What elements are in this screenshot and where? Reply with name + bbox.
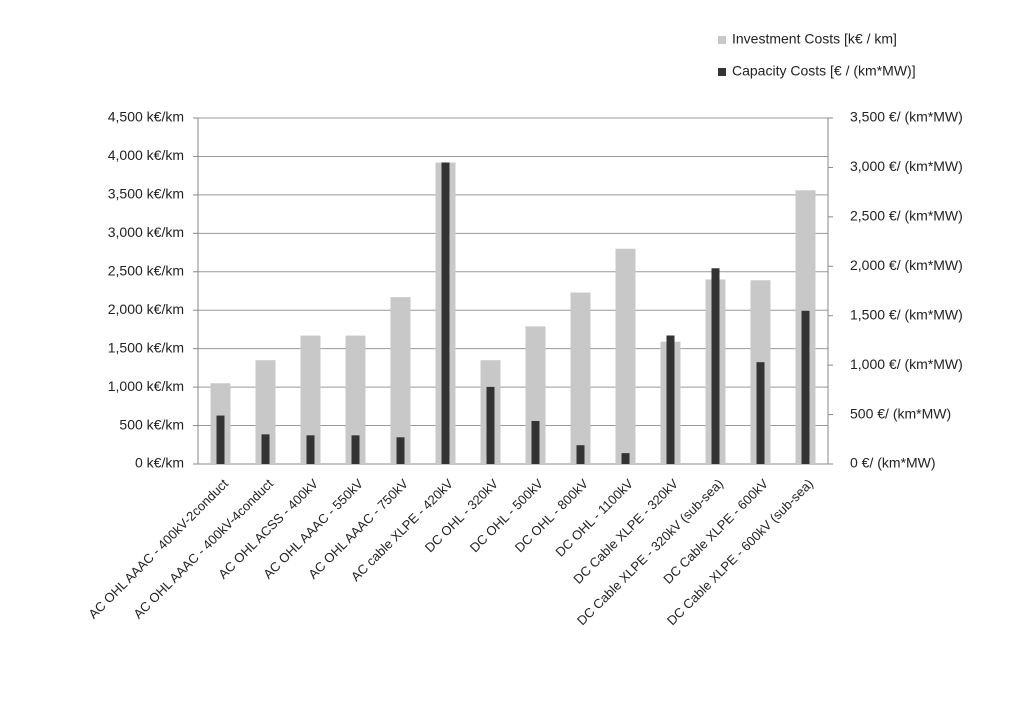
y2-tick-label: 2,500 €/ (km*MW) [850, 208, 963, 224]
bar [615, 248, 636, 464]
bar [576, 445, 585, 464]
bar [261, 434, 270, 464]
y2-tick-label: 2,000 €/ (km*MW) [850, 257, 963, 273]
bar [300, 335, 321, 464]
bar [801, 310, 810, 464]
y2-tick-label: 3,500 €/ (km*MW) [850, 109, 963, 125]
y-tick-label: 3,000 k€/km [108, 224, 184, 240]
bar [570, 292, 591, 464]
bar [306, 435, 315, 464]
legend-label: Capacity Costs [€ / (km*MW)] [732, 63, 916, 79]
y-tick-label: 500 k€/km [119, 416, 184, 432]
y-tick-label: 4,000 k€/km [108, 147, 184, 163]
y-tick-label: 2,000 k€/km [108, 301, 184, 317]
bar [525, 326, 546, 464]
y-tick-label: 2,500 k€/km [108, 262, 184, 278]
x-tick-label: DC OHL - 1100kV [552, 476, 636, 560]
bar [531, 420, 540, 464]
y-tick-label: 1,000 k€/km [108, 378, 184, 394]
bar [396, 437, 405, 464]
bar [441, 162, 450, 464]
legend-label: Investment Costs [k€ / km] [732, 31, 897, 47]
y-tick-label: 1,500 k€/km [108, 339, 184, 355]
bar [390, 297, 411, 464]
bar [345, 335, 366, 464]
bar [756, 362, 765, 464]
y2-tick-label: 1,000 €/ (km*MW) [850, 356, 963, 372]
bar [216, 415, 225, 464]
bar [621, 453, 630, 464]
y2-tick-label: 500 €/ (km*MW) [850, 405, 951, 421]
bar [711, 268, 720, 464]
bar [351, 435, 360, 464]
y-tick-label: 4,500 k€/km [108, 109, 184, 125]
y2-tick-label: 1,500 €/ (km*MW) [850, 306, 963, 322]
bar [255, 360, 276, 464]
y-tick-label: 3,500 k€/km [108, 186, 184, 202]
y-tick-label: 0 k€/km [135, 455, 184, 471]
legend-swatch [718, 68, 726, 76]
y2-tick-label: 3,000 €/ (km*MW) [850, 158, 963, 174]
bar [486, 386, 495, 464]
bar [666, 335, 675, 464]
y2-tick-label: 0 €/ (km*MW) [850, 455, 936, 471]
legend-swatch [718, 36, 726, 44]
